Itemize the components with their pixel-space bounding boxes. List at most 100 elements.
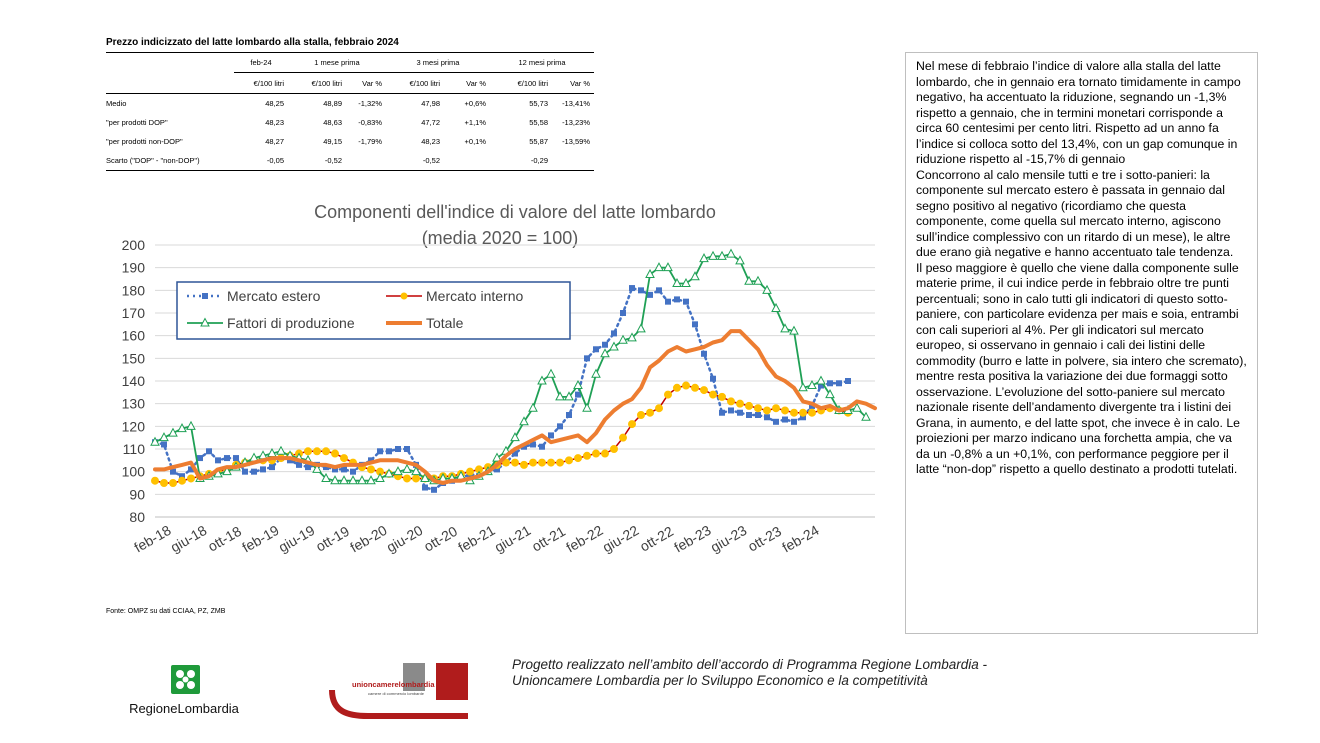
data-point (583, 451, 591, 460)
data-point (269, 464, 275, 471)
sub-header: €/100 litri (386, 72, 444, 94)
legend-marker (200, 317, 210, 327)
table-cell: +1,1% (464, 118, 486, 127)
data-point (575, 391, 581, 398)
data-point (160, 479, 168, 487)
x-tick-label: ott-22 (637, 523, 676, 555)
footer-line: Progetto realizzato nell’ambito dell’acc… (512, 657, 987, 672)
data-point (825, 389, 835, 399)
data-point (600, 348, 610, 358)
regione-lombardia-name: RegioneLombardia (129, 701, 239, 716)
data-point (178, 476, 186, 485)
data-point (609, 341, 619, 351)
data-point (816, 375, 826, 385)
data-point (656, 287, 662, 294)
data-point (755, 412, 761, 418)
data-point (331, 449, 339, 458)
table-cell: 47,72 (421, 118, 440, 127)
unioncamere-tagline: camere di commercio lombarde (368, 691, 425, 696)
legend-label: Mercato estero (227, 288, 321, 304)
data-point (377, 448, 383, 455)
data-point (674, 296, 680, 303)
data-point (520, 460, 528, 469)
x-tick-label: ott-18 (205, 523, 244, 555)
data-point (276, 445, 286, 455)
legend-marker (202, 293, 208, 299)
data-point (242, 468, 248, 475)
y-tick-label: 100 (122, 464, 146, 480)
row-label: Scarto ("DOP" - "non-DOP") (106, 151, 234, 171)
data-point (539, 443, 545, 450)
data-point (159, 432, 169, 442)
data-point (511, 458, 519, 467)
footer-line: Unioncamere Lombardia per lo Sviluppo Ec… (512, 673, 928, 688)
data-point (357, 475, 367, 485)
data-point (510, 432, 520, 442)
table-row: Scarto ("DOP" - "non-DOP") -0,05 -0,52 -… (106, 151, 594, 171)
data-point (494, 466, 500, 473)
data-point (350, 468, 356, 475)
data-point (762, 284, 772, 294)
data-point (187, 474, 195, 483)
table-cell: 48,63 (323, 118, 342, 127)
data-point (717, 250, 727, 260)
data-point (764, 414, 770, 421)
data-point (647, 291, 653, 298)
data-point (799, 408, 807, 417)
y-tick-label: 200 (122, 237, 146, 253)
x-tick-label: giu-22 (600, 522, 642, 555)
data-point (412, 474, 420, 483)
data-point (431, 486, 437, 493)
data-point (710, 375, 716, 382)
table-cell: 47,98 (421, 99, 440, 108)
data-point (528, 402, 538, 412)
data-point (593, 346, 599, 353)
series-line (154, 384, 849, 484)
data-point (420, 472, 430, 482)
data-point (150, 436, 160, 446)
data-point (692, 321, 698, 328)
table-cell: 55,58 (529, 118, 548, 127)
data-point (384, 468, 394, 478)
x-tick-label: feb-19 (239, 522, 282, 556)
table-cell: +0,1% (464, 137, 486, 146)
data-point (610, 445, 618, 453)
table-cell: -13,59% (562, 137, 590, 146)
regione-lombardia-rose-icon (171, 665, 200, 694)
row-label: Medio (106, 99, 127, 108)
data-point (646, 408, 654, 417)
table-cell: -13,23% (562, 118, 590, 127)
x-tick-label: feb-23 (671, 522, 714, 556)
data-point (404, 446, 410, 452)
data-point (323, 464, 329, 471)
footer-project-note: Progetto realizzato nell’ambito dell’acc… (512, 657, 987, 689)
table-cell: -0,83% (358, 118, 382, 127)
table-cell: 48,25 (265, 99, 284, 108)
legend-label: Fattori di produzione (227, 315, 355, 331)
table-cell: +0,6% (464, 99, 486, 108)
group-header: 12 mesi prima (490, 52, 594, 73)
legend-box (176, 281, 571, 340)
data-point (375, 472, 385, 482)
data-point (818, 382, 824, 389)
data-point (466, 467, 474, 476)
data-point (591, 368, 601, 378)
data-point (719, 409, 725, 416)
table-row: Medio 48,25 48,89 -1,32% 47,98 +0,6% 55,… (106, 94, 594, 114)
data-point (852, 402, 862, 412)
data-point (161, 441, 167, 448)
data-point (691, 383, 699, 392)
data-point (690, 271, 700, 281)
data-point (636, 323, 646, 333)
table-cell: 48,23 (421, 137, 440, 146)
data-point (537, 375, 547, 385)
x-tick-label: giu-23 (708, 522, 750, 555)
data-point (566, 412, 572, 418)
x-tick-label: ott-20 (421, 523, 460, 555)
y-tick-label: 190 (122, 260, 146, 276)
line-chart: Componenti dell'indice di valore del lat… (122, 202, 877, 556)
data-point (736, 399, 744, 408)
data-point (393, 466, 403, 476)
x-tick-label: feb-24 (779, 522, 822, 556)
data-point (304, 447, 312, 456)
